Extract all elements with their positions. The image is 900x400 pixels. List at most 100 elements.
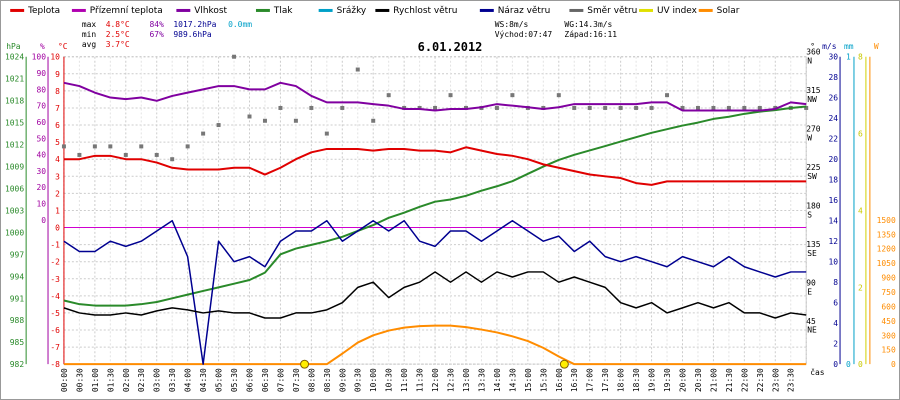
hpa-tick: 997 [10, 250, 25, 259]
hpa-tick: 982 [10, 360, 25, 369]
hum-tick: 100 [32, 53, 47, 62]
pressure-line [63, 105, 807, 307]
solar-tick: 600 [881, 302, 896, 311]
dir-tick-name: SW [807, 172, 817, 181]
wind-direction-dot [742, 105, 747, 110]
legend-swatch [255, 8, 270, 12]
hum-tick: 70 [36, 102, 46, 111]
speed-tick: 18 [828, 176, 838, 185]
hpa-tick: 994 [10, 272, 25, 281]
dir-tick-name: W [807, 134, 812, 143]
legend-label: Směr větru [587, 5, 637, 16]
solar-tick: 1500 [877, 216, 896, 225]
x-tick: 08:30 [323, 368, 332, 392]
wind-direction-dot [695, 105, 700, 110]
uv-tick: 4 [858, 206, 863, 215]
x-tick: 10:30 [385, 368, 394, 392]
wind-direction-dot [92, 144, 97, 149]
x-tick: 20:30 [694, 368, 703, 392]
x-tick: 23:30 [787, 368, 796, 392]
temp-tick: -8 [50, 360, 60, 369]
hum-tick: 20 [36, 183, 46, 192]
stats-value: 2.5°C [106, 30, 130, 39]
hum-tick: 90 [36, 69, 46, 78]
dir-tick-name: N [807, 57, 812, 66]
x-tick: 13:00 [462, 368, 471, 392]
x-tick: 22:30 [756, 368, 765, 392]
solar-tick: 450 [881, 317, 896, 326]
stats-value: 989.6hPa [173, 30, 212, 39]
wind-direction-dot [448, 93, 453, 98]
sunrise-value: Východ:07:47 [495, 30, 553, 39]
legend-swatch [71, 8, 86, 12]
legend-label: Tlak [273, 6, 293, 16]
sun-marker [300, 359, 310, 369]
x-tick: 17:30 [601, 368, 610, 392]
dir-tick-deg: 270 [806, 125, 821, 134]
stats-value: 1017.2hPa [173, 20, 216, 29]
wind-direction-dot [170, 157, 175, 162]
x-tick: 21:30 [725, 368, 734, 392]
dir-tick-name: S [807, 210, 812, 219]
x-tick: 05:30 [230, 368, 239, 392]
x-axis-label: čas [810, 367, 824, 377]
x-tick: 18:30 [632, 368, 641, 392]
x-tick: 16:30 [570, 368, 579, 392]
solar-line [63, 324, 807, 366]
wind-direction-dot [711, 105, 716, 110]
temp-tick: -1 [50, 241, 60, 250]
stats-value: max [82, 20, 97, 29]
x-tick: 20:00 [678, 368, 687, 392]
dir-tick-name: NW [807, 95, 817, 104]
temp-tick: -7 [50, 343, 60, 352]
x-tick: 23:00 [771, 368, 780, 392]
x-tick: 04:00 [184, 368, 193, 392]
stats-value: min [82, 30, 97, 39]
speed-tick: 2 [833, 340, 838, 349]
speed-tick: 20 [828, 155, 838, 164]
x-tick: 07:30 [292, 368, 301, 392]
legend: Teplota Přízemní teplota Vlhkost Tlak Srážky… [10, 5, 740, 16]
legend-item: Náraz větru [479, 5, 550, 16]
x-tick: 07:00 [276, 368, 285, 392]
wind-direction-dot [757, 105, 762, 110]
wind-direction-dot [804, 105, 809, 110]
stats-value: avg [82, 40, 97, 49]
wind-direction-dot [61, 144, 66, 149]
x-tick: 06:00 [245, 368, 254, 392]
x-tick: 18:00 [617, 368, 626, 392]
temp-tick: 10 [50, 53, 60, 62]
speed-tick: 22 [828, 135, 838, 144]
speed-tick: 28 [828, 73, 838, 82]
wind-direction-dot [324, 131, 329, 136]
x-tick: 13:30 [477, 368, 486, 392]
temp-tick: 0 [55, 224, 60, 233]
solar-tick: 750 [881, 288, 896, 297]
sunset-value: Západ:16:11 [564, 30, 617, 39]
temp-tick: 8 [55, 87, 60, 96]
speed-tick: 12 [828, 237, 838, 246]
wind-direction-dot [618, 105, 623, 110]
legend-label: Teplota [27, 6, 60, 16]
x-tick: 12:00 [431, 368, 440, 392]
hpa-tick: 1015 [5, 119, 24, 128]
speed-tick: 16 [828, 196, 838, 205]
x-tick: 08:00 [307, 368, 316, 392]
x-tick: 03:00 [153, 368, 162, 392]
hum-tick: 50 [36, 134, 46, 143]
temp-tick: 2 [55, 189, 60, 198]
stats-panel: max 4.8°C 84% 1017.2hPa 0.0mm min 2.5°C 67% 989.… [82, 20, 252, 49]
x-tick: 04:30 [199, 368, 208, 392]
wind-direction-dot [247, 114, 252, 119]
uv-tick: 6 [858, 130, 863, 139]
temp-tick: 7 [55, 104, 60, 113]
legend-swatch [569, 8, 584, 12]
speed-tick: 24 [828, 114, 838, 123]
hum-tick: 80 [36, 85, 46, 94]
temp-tick: 6 [55, 121, 60, 130]
temp-tick: -2 [50, 258, 60, 267]
stats-value: 3.7°C [106, 40, 130, 49]
x-tick: 09:00 [338, 368, 347, 392]
solar-tick: 300 [881, 331, 896, 340]
temp-tick: 1 [55, 206, 60, 215]
